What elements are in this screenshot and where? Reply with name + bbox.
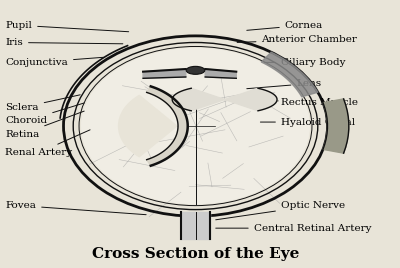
Text: Optic Nerve: Optic Nerve bbox=[216, 201, 345, 220]
Text: Central Retinal Artery: Central Retinal Artery bbox=[216, 224, 371, 233]
Polygon shape bbox=[261, 52, 318, 97]
Text: Conjunctiva: Conjunctiva bbox=[5, 57, 104, 67]
Wedge shape bbox=[118, 95, 178, 158]
Polygon shape bbox=[147, 86, 188, 166]
Text: Choroid: Choroid bbox=[5, 103, 84, 125]
Ellipse shape bbox=[186, 66, 205, 74]
Text: Ciliary Body: Ciliary Body bbox=[264, 58, 346, 67]
Text: Rectus Muscle: Rectus Muscle bbox=[277, 98, 358, 107]
Polygon shape bbox=[323, 99, 349, 153]
Text: Fovea: Fovea bbox=[5, 201, 146, 215]
Text: Cross Section of the Eye: Cross Section of the Eye bbox=[92, 247, 299, 261]
Circle shape bbox=[81, 48, 310, 204]
Text: Hyaloid Canal: Hyaloid Canal bbox=[260, 118, 355, 126]
Text: Anterior Chamber: Anterior Chamber bbox=[237, 35, 357, 44]
Text: Iris: Iris bbox=[5, 38, 123, 47]
Polygon shape bbox=[143, 69, 186, 78]
Text: Cornea: Cornea bbox=[247, 21, 323, 30]
Polygon shape bbox=[205, 69, 236, 78]
Text: Renal Artery: Renal Artery bbox=[5, 130, 90, 157]
Text: Pupil: Pupil bbox=[5, 21, 129, 32]
Text: Lens: Lens bbox=[247, 79, 322, 89]
Text: Sclera: Sclera bbox=[5, 95, 80, 112]
Polygon shape bbox=[172, 88, 277, 111]
Text: Retina: Retina bbox=[5, 111, 84, 139]
